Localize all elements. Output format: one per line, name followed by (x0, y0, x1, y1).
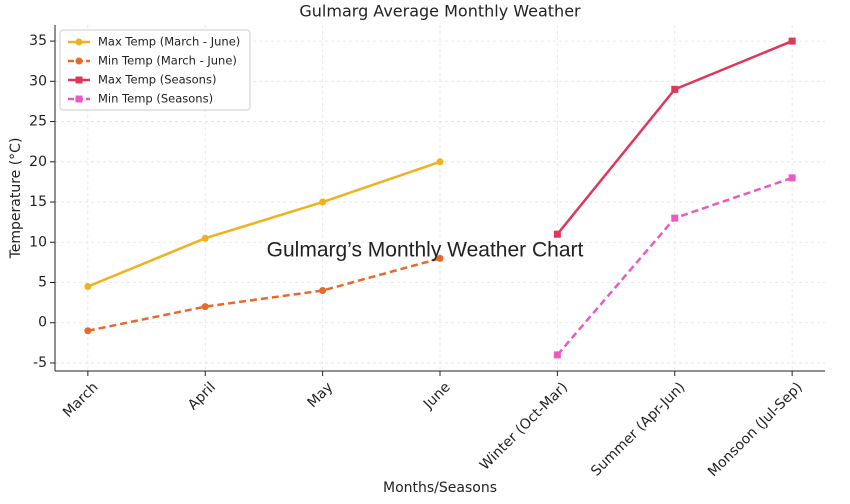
legend-label: Min Temp (March - June) (98, 54, 237, 68)
point (319, 198, 327, 206)
x-tick-label: Monsoon (Jul-Sep) (705, 379, 806, 480)
y-tick-label: 0 (38, 315, 47, 331)
y-tick-label: 15 (29, 194, 47, 210)
legend-marker (75, 95, 83, 103)
point (84, 327, 92, 335)
y-tick-label: 30 (29, 73, 47, 89)
series-line (87, 160, 441, 288)
y-tick-label: 25 (29, 114, 47, 130)
x-tick-label: June (420, 379, 454, 413)
point (553, 230, 561, 238)
point (788, 37, 796, 45)
legend-box (59, 29, 251, 111)
legend-marker (75, 38, 83, 46)
x-tick-label: Summer (Apr-Jun) (588, 379, 688, 479)
legend: Max Temp (March - June) Min Temp (March -… (59, 29, 251, 111)
point (436, 158, 444, 166)
x-axis-label: Months/Seasons (383, 480, 497, 496)
point (671, 214, 679, 222)
legend-label: Max Temp (Seasons) (98, 73, 216, 87)
y-tick-label: 10 (29, 234, 47, 250)
annotation: Gulmarg’s Monthly Weather Chart (267, 239, 584, 262)
chart-title: Gulmarg Average Monthly Weather (299, 2, 581, 21)
y-axis-label: Temperature (°C) (8, 138, 24, 260)
x-tick-label: April (185, 379, 219, 413)
legend-label: Min Temp (Seasons) (98, 92, 213, 106)
point (436, 254, 444, 262)
legend-marker (75, 76, 83, 84)
y-tick-label: 20 (29, 154, 47, 170)
x-tick-label: May (304, 379, 336, 411)
point (319, 287, 327, 295)
point (201, 234, 209, 242)
x-tick-label: Winter (Oct-Mar) (477, 379, 571, 473)
point (788, 174, 796, 182)
point (671, 85, 679, 93)
y-tick-label: -5 (33, 355, 47, 371)
y-tick-label: 35 (29, 33, 47, 49)
series-line (87, 257, 441, 332)
x-tick-label: March (60, 379, 101, 420)
legend-marker (75, 57, 83, 65)
y-tick-label: 5 (38, 274, 47, 290)
point (84, 283, 92, 291)
point (201, 303, 209, 311)
legend-label: Max Temp (March - June) (98, 35, 240, 49)
point (553, 351, 561, 359)
